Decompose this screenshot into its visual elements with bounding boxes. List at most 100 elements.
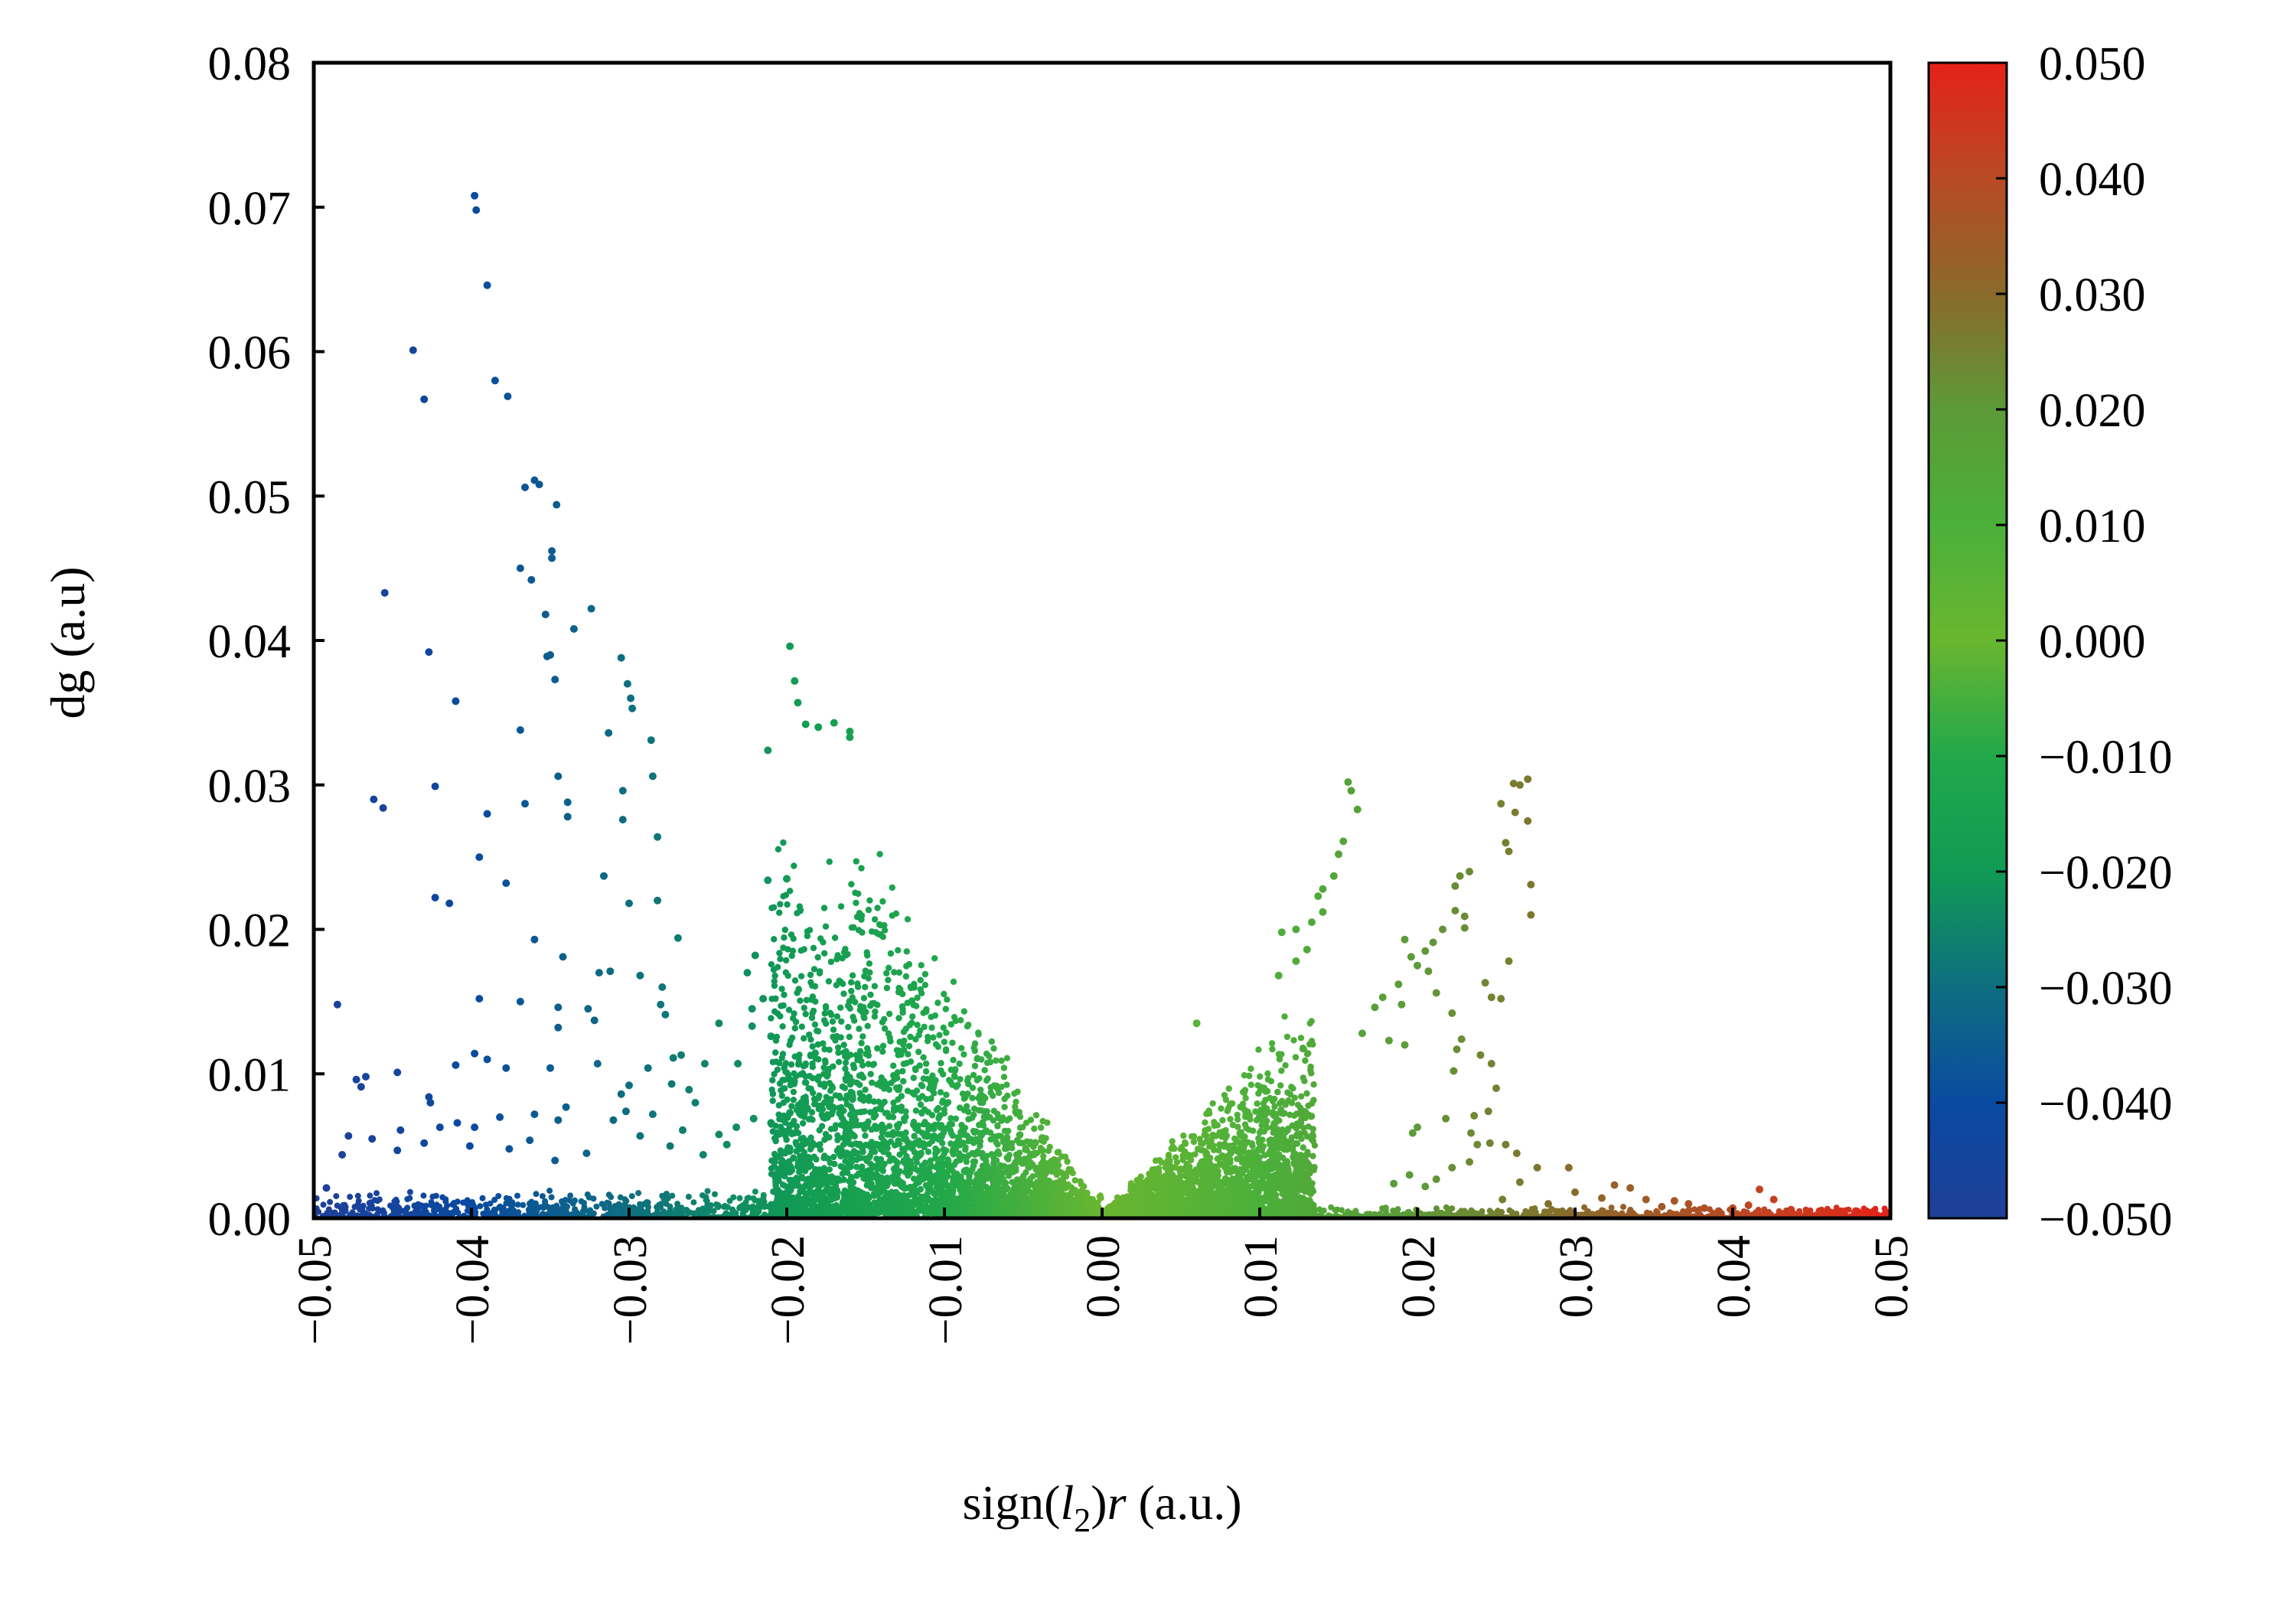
data-point xyxy=(807,1141,814,1149)
data-point xyxy=(1186,1163,1193,1170)
data-point xyxy=(673,934,682,942)
data-point xyxy=(1241,1121,1249,1128)
data-point xyxy=(628,704,637,712)
data-point xyxy=(830,719,838,727)
data-point xyxy=(921,970,929,978)
data-point xyxy=(780,893,787,900)
data-point xyxy=(867,1071,874,1077)
data-point xyxy=(925,1165,933,1172)
data-point xyxy=(1298,1107,1306,1114)
data-point xyxy=(1239,1088,1247,1096)
data-point xyxy=(1287,1111,1293,1119)
data-point xyxy=(1152,1157,1159,1164)
data-point xyxy=(368,1135,377,1143)
data-point xyxy=(898,1131,905,1138)
data-point xyxy=(1405,1171,1414,1179)
data-point xyxy=(840,1123,847,1129)
data-point xyxy=(784,901,791,908)
data-point xyxy=(918,962,925,969)
data-point xyxy=(1203,1132,1210,1139)
data-point xyxy=(842,1065,849,1072)
data-point xyxy=(1172,1154,1179,1161)
data-point xyxy=(1225,1085,1232,1092)
data-point xyxy=(780,1002,787,1009)
data-point xyxy=(858,865,865,872)
data-point xyxy=(809,1060,816,1068)
data-point xyxy=(1305,1123,1313,1130)
data-point xyxy=(1049,1157,1055,1165)
data-point xyxy=(1473,1140,1482,1149)
data-point xyxy=(994,1122,1001,1129)
data-point xyxy=(904,916,912,923)
data-point xyxy=(957,1076,964,1083)
data-point xyxy=(948,1130,955,1137)
data-point xyxy=(880,1078,887,1085)
data-point xyxy=(1039,1147,1046,1154)
data-point xyxy=(842,1158,849,1165)
data-point xyxy=(807,1052,814,1060)
data-point xyxy=(1272,1119,1280,1126)
data-point xyxy=(789,1196,796,1203)
data-point xyxy=(1533,1163,1541,1172)
data-point xyxy=(773,1155,780,1162)
data-point xyxy=(807,1134,814,1141)
data-point xyxy=(779,1077,786,1084)
data-point xyxy=(647,736,655,745)
data-point xyxy=(431,894,439,901)
data-point xyxy=(895,1176,902,1184)
data-point xyxy=(431,782,439,790)
data-point xyxy=(1277,1082,1284,1089)
data-point xyxy=(554,1003,563,1012)
data-point xyxy=(1222,1126,1229,1134)
data-point xyxy=(889,1174,896,1181)
data-point xyxy=(777,956,784,963)
data-point xyxy=(908,1019,915,1026)
data-point xyxy=(1319,908,1327,916)
data-point xyxy=(1241,1072,1248,1079)
data-point xyxy=(952,1066,959,1073)
data-point xyxy=(1004,1092,1011,1100)
data-point xyxy=(1300,1045,1308,1053)
data-point xyxy=(1505,847,1513,856)
data-point xyxy=(669,1054,677,1062)
data-point xyxy=(445,899,454,908)
data-point xyxy=(636,1132,644,1140)
data-point xyxy=(685,1086,693,1094)
data-point xyxy=(1301,1077,1308,1084)
data-point xyxy=(905,1051,912,1058)
data-point xyxy=(881,1015,888,1023)
data-point xyxy=(1303,945,1311,953)
data-point xyxy=(786,642,794,650)
data-point xyxy=(621,1107,630,1116)
data-point xyxy=(471,1123,479,1132)
data-point xyxy=(943,1091,950,1098)
data-point xyxy=(546,1064,554,1072)
data-point xyxy=(795,1182,802,1189)
data-point xyxy=(1401,1041,1409,1049)
data-point xyxy=(977,1087,984,1094)
data-point xyxy=(982,1095,989,1102)
data-point xyxy=(554,1116,563,1124)
data-point xyxy=(1006,1115,1013,1122)
data-point xyxy=(814,1041,822,1048)
data-point xyxy=(947,1115,954,1122)
data-point xyxy=(853,1163,860,1171)
data-point xyxy=(648,772,657,781)
data-point xyxy=(826,1046,833,1054)
data-point xyxy=(1470,1112,1479,1120)
data-point xyxy=(1001,1103,1008,1110)
data-point xyxy=(609,1116,618,1124)
data-point xyxy=(876,851,883,858)
data-point xyxy=(1046,1143,1053,1151)
data-point xyxy=(1314,892,1322,901)
data-point xyxy=(699,1151,707,1159)
scatter-points xyxy=(322,191,1888,1218)
data-point xyxy=(1075,1192,1081,1199)
data-point xyxy=(988,1038,996,1045)
data-point xyxy=(452,697,460,706)
data-point xyxy=(590,1016,598,1025)
data-point xyxy=(1358,1029,1366,1038)
data-point xyxy=(850,1061,857,1068)
data-point xyxy=(1285,1097,1292,1104)
data-point xyxy=(1297,1035,1305,1041)
